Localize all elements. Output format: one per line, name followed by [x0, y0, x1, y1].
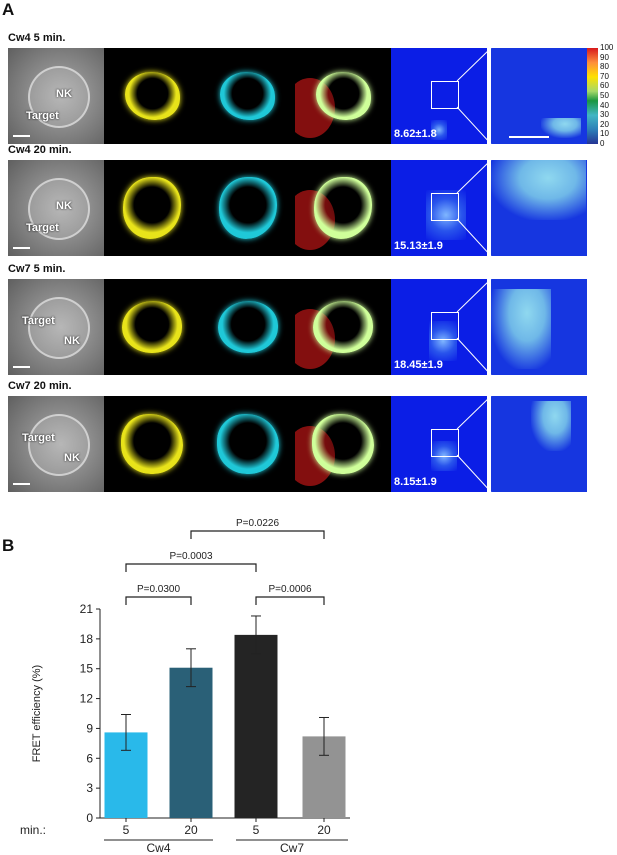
zoom-gap [487, 396, 491, 492]
image-tile-fret: 8.15±1.9 [391, 396, 487, 492]
zoom-connector [456, 159, 492, 194]
image-tile-overlay [295, 279, 391, 375]
cell-signal [218, 177, 277, 239]
fret-signal [426, 190, 466, 240]
colorbar-tick-label: 30 [600, 110, 609, 120]
colorbar-tick-label: 70 [600, 71, 609, 81]
colorbar-tick-label: 90 [600, 52, 609, 62]
colorbar-tick-label: 20 [600, 119, 609, 129]
scale-bar [509, 136, 549, 138]
image-tile-dic: Target NK [8, 396, 104, 492]
colorbar-tick-label: 0 [600, 139, 605, 148]
cell-signal [217, 301, 278, 353]
zoom-connector [456, 106, 492, 145]
cell-signal [312, 414, 374, 474]
image-tile-overlay [295, 396, 391, 492]
zoom-gap [487, 48, 491, 144]
image-tile-cfp [200, 279, 295, 375]
scale-bar [13, 135, 30, 137]
zoom-connector [456, 395, 492, 430]
zoom-region-box [431, 81, 459, 109]
cell-label-nk: NK [56, 88, 72, 100]
image-tile-zoom [491, 279, 587, 375]
cell-label-nk: NK [56, 200, 72, 212]
colorbar-tick-label: 60 [600, 81, 609, 91]
panel-label-a: A [2, 0, 15, 19]
image-tile-zoom [491, 48, 587, 144]
zoom-gap [487, 279, 491, 375]
image-tile-zoom [491, 396, 587, 492]
zoom-connector [456, 218, 492, 257]
zoom-signal [491, 289, 551, 369]
image-tile-yfp [104, 48, 200, 144]
image-tile-overlay [295, 160, 391, 256]
zoom-connector [456, 454, 492, 493]
scale-bar [13, 366, 30, 368]
image-tile-dic: Target NK [8, 279, 104, 375]
cell-label-target: Target [22, 315, 55, 327]
fret-value-label: 8.62±1.8 [394, 128, 437, 140]
row-title-1: Cw4 20 min. [8, 144, 72, 156]
cell-signal [216, 414, 279, 474]
zoom-signal [531, 401, 571, 451]
cell-label-target: Target [26, 222, 59, 234]
cell-signal [121, 414, 183, 474]
zoom-signal [491, 160, 586, 220]
row-title-3: Cw7 20 min. [8, 380, 72, 392]
zoom-region-box [431, 429, 459, 457]
zoom-gap [487, 160, 491, 256]
zoom-connector [456, 337, 492, 376]
cell-signal [315, 72, 371, 120]
cell-signal [123, 177, 181, 239]
image-tile-yfp [104, 160, 200, 256]
colorbar-tick-label: 50 [600, 91, 609, 100]
cell-label-target: Target [26, 110, 59, 122]
image-tile-overlay [295, 48, 391, 144]
cell-label-target: Target [22, 432, 55, 444]
zoom-signal [541, 118, 581, 138]
image-tile-cfp [200, 396, 295, 492]
zoom-connector [456, 278, 492, 313]
image-tile-dic: NK Target [8, 48, 104, 144]
image-tile-fret: 18.45±1.9 [391, 279, 487, 375]
dic-cell [28, 297, 90, 359]
cell-signal [124, 72, 180, 120]
dic-cell [28, 414, 90, 476]
cell-signal [220, 72, 275, 120]
zoom-region-box [431, 193, 459, 221]
image-tile-yfp [104, 396, 200, 492]
zoom-connector [456, 47, 492, 82]
row-title-0: Cw4 5 min. [8, 32, 66, 44]
image-tile-yfp [104, 279, 200, 375]
cell-signal [314, 177, 372, 239]
fret-signal [429, 321, 457, 361]
panel-label-b: B [2, 536, 15, 555]
fret-value-label: 15.13±1.9 [394, 240, 443, 252]
image-tile-dic: NK Target [8, 160, 104, 256]
colorbar-tick-label: 40 [600, 100, 609, 110]
image-tile-fret: 8.62±1.8 [391, 48, 487, 144]
image-tile-cfp [200, 48, 295, 144]
colorbar-tick-label: 80 [600, 62, 609, 72]
scale-bar [13, 247, 30, 249]
colorbar-tick-label: 100 [600, 43, 614, 52]
row-title-2: Cw7 5 min. [8, 263, 66, 275]
colorbar-tick-label: 10 [600, 129, 609, 139]
colorbar-gradient [587, 48, 598, 144]
fret-value-label: 18.45±1.9 [394, 359, 443, 371]
cell-label-nk: NK [64, 335, 80, 347]
cell-signal [313, 301, 373, 353]
fret-signal [431, 120, 447, 140]
cell-signal [122, 301, 182, 353]
dic-cell [28, 66, 90, 128]
image-tile-cfp [200, 160, 295, 256]
zoom-region-box [431, 312, 459, 340]
cell-label-nk: NK [64, 452, 80, 464]
image-tile-fret: 15.13±1.9 [391, 160, 487, 256]
fret-value-label: 8.15±1.9 [394, 476, 437, 488]
image-tile-zoom [491, 160, 587, 256]
dic-cell [28, 178, 90, 240]
scale-bar [13, 483, 30, 485]
